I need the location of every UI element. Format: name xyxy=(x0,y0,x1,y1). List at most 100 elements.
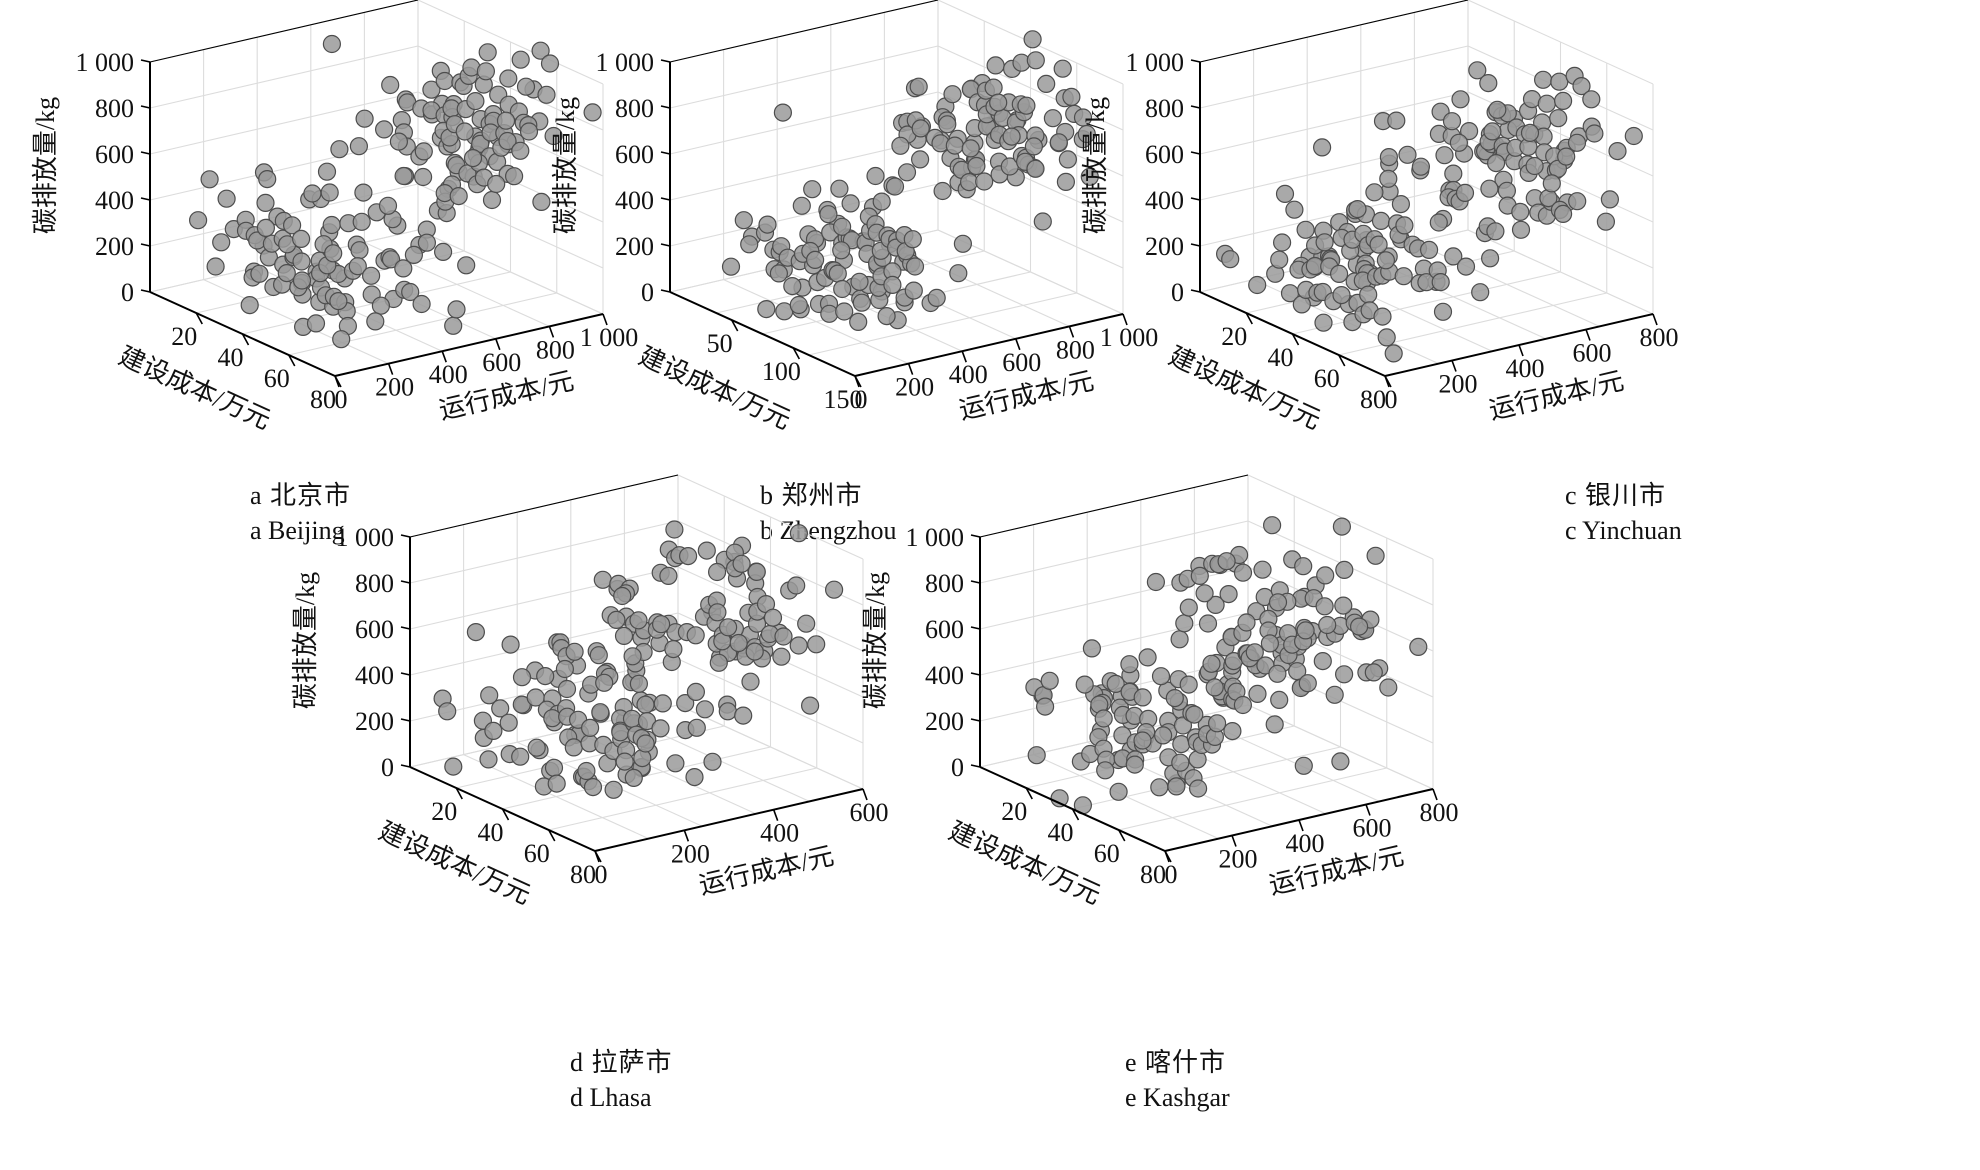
axis-lines xyxy=(660,0,1128,388)
svg-text:0: 0 xyxy=(1385,385,1398,414)
panel-caption-d: d 拉萨市 d Lhasa xyxy=(570,1045,673,1115)
data-points xyxy=(1216,61,1643,363)
svg-text:0: 0 xyxy=(595,860,608,889)
data-points xyxy=(433,520,844,799)
svg-text:200: 200 xyxy=(671,839,710,868)
svg-text:0: 0 xyxy=(951,753,964,782)
axis-lines xyxy=(970,474,1438,863)
plot-panel-e: 0 200 400 600 800 1 000 碳排放量/kg 20 40 60 80 建设成本/万元… xyxy=(861,474,1459,925)
svg-text:200: 200 xyxy=(355,707,394,736)
svg-text:40: 40 xyxy=(218,343,244,372)
svg-text:碳排放量/kg: 碳排放量/kg xyxy=(1081,97,1110,234)
plot-panel-d: 0 200 400 600 800 1 000 碳排放量/kg 20 40 60 80 建设成本/万元… xyxy=(291,474,889,925)
svg-text:800: 800 xyxy=(925,569,964,598)
svg-text:600: 600 xyxy=(1573,339,1612,368)
grid-lines xyxy=(1199,0,1654,377)
svg-text:40: 40 xyxy=(1048,818,1074,847)
panel-caption-en-c: c Yinchuan xyxy=(1565,516,1682,546)
svg-text:0: 0 xyxy=(1165,860,1178,889)
svg-text:200: 200 xyxy=(375,373,414,402)
svg-text:200: 200 xyxy=(1439,370,1478,399)
svg-text:400: 400 xyxy=(1286,829,1325,858)
svg-text:600: 600 xyxy=(925,615,964,644)
svg-text:碳排放量/kg: 碳排放量/kg xyxy=(291,572,320,709)
svg-text:80: 80 xyxy=(310,385,336,414)
panel-caption-cn-a: a 北京市 xyxy=(250,481,352,510)
panel-caption-en-d: d Lhasa xyxy=(570,1083,652,1113)
svg-text:碳排放量/kg: 碳排放量/kg xyxy=(551,97,580,234)
scatter3d-c: 0 200 400 600 800 1 000 碳排放量/kg 20 40 60 80 建设成本/万元… xyxy=(1081,0,1679,435)
svg-text:60: 60 xyxy=(1314,364,1340,393)
axis-lines xyxy=(1190,0,1658,388)
panel-caption-en-e: e Kashgar xyxy=(1125,1083,1230,1113)
svg-text:20: 20 xyxy=(1001,797,1027,826)
svg-text:400: 400 xyxy=(949,360,988,389)
panel-caption-cn-c: c 银川市 xyxy=(1565,481,1667,510)
svg-text:800: 800 xyxy=(536,335,575,364)
svg-text:建设成本/万元: 建设成本/万元 xyxy=(114,341,275,435)
panel-caption-cn-e: e 喀什市 xyxy=(1125,1048,1227,1077)
svg-text:运行成本/元: 运行成本/元 xyxy=(696,841,836,900)
svg-text:1 000: 1 000 xyxy=(1126,48,1185,77)
svg-text:200: 200 xyxy=(1145,232,1184,261)
svg-text:0: 0 xyxy=(381,753,394,782)
svg-text:600: 600 xyxy=(850,798,889,827)
svg-text:1 000: 1 000 xyxy=(906,523,965,552)
svg-text:800: 800 xyxy=(1420,798,1459,827)
panel-caption-cn-d: d 拉萨市 xyxy=(570,1048,673,1077)
panel-caption-en-a: a Beijing xyxy=(250,516,345,546)
data-points xyxy=(1025,516,1428,815)
svg-text:0: 0 xyxy=(641,278,654,307)
svg-text:60: 60 xyxy=(264,364,290,393)
svg-text:40: 40 xyxy=(1268,343,1294,372)
svg-text:80: 80 xyxy=(1360,385,1386,414)
svg-text:400: 400 xyxy=(1145,186,1184,215)
svg-text:600: 600 xyxy=(355,615,394,644)
svg-text:400: 400 xyxy=(760,819,799,848)
svg-text:400: 400 xyxy=(1506,354,1545,383)
svg-text:60: 60 xyxy=(524,839,550,868)
svg-text:建设成本/万元: 建设成本/万元 xyxy=(944,816,1105,910)
svg-text:150: 150 xyxy=(824,385,863,414)
svg-text:800: 800 xyxy=(1145,94,1184,123)
svg-text:80: 80 xyxy=(1140,860,1166,889)
svg-text:0: 0 xyxy=(855,385,868,414)
svg-text:800: 800 xyxy=(355,569,394,598)
svg-text:200: 200 xyxy=(615,232,654,261)
svg-text:建设成本/万元: 建设成本/万元 xyxy=(374,816,535,910)
panel-caption-c: c 银川市 c Yinchuan xyxy=(1565,478,1682,548)
svg-text:80: 80 xyxy=(570,860,596,889)
svg-text:50: 50 xyxy=(707,329,733,358)
scatter3d-d: 0 200 400 600 800 1 000 碳排放量/kg 20 40 60 80 建设成本/万元… xyxy=(291,474,889,910)
data-points xyxy=(721,30,1099,331)
svg-text:600: 600 xyxy=(482,348,521,377)
svg-text:600: 600 xyxy=(1353,814,1392,843)
svg-text:60: 60 xyxy=(1094,839,1120,868)
svg-text:400: 400 xyxy=(615,186,654,215)
svg-text:800: 800 xyxy=(615,94,654,123)
svg-text:1 000: 1 000 xyxy=(596,48,655,77)
scatter3d-e: 0 200 400 600 800 1 000 碳排放量/kg 20 40 60 80 建设成本/万元… xyxy=(861,474,1459,910)
svg-text:碳排放量/kg: 碳排放量/kg xyxy=(31,97,60,234)
plot-panel-b: 0 200 400 600 800 1 000 碳排放量/kg 50 100 150 建设成本/万元… xyxy=(551,0,1158,450)
svg-text:600: 600 xyxy=(615,140,654,169)
svg-text:1 000: 1 000 xyxy=(1100,323,1159,352)
svg-text:100: 100 xyxy=(762,357,801,386)
svg-text:1 000: 1 000 xyxy=(336,523,395,552)
svg-text:建设成本/万元: 建设成本/万元 xyxy=(1164,341,1325,435)
svg-text:600: 600 xyxy=(1002,348,1041,377)
panel-caption-e: e 喀什市 e Kashgar xyxy=(1125,1045,1230,1115)
svg-text:400: 400 xyxy=(95,186,134,215)
panel-caption-a: a 北京市 a Beijing xyxy=(250,478,351,548)
svg-text:800: 800 xyxy=(1640,323,1679,352)
svg-text:200: 200 xyxy=(895,373,934,402)
svg-text:400: 400 xyxy=(925,661,964,690)
svg-text:0: 0 xyxy=(1171,278,1184,307)
svg-text:800: 800 xyxy=(95,94,134,123)
plot-panel-a: 0 200 400 600 800 1 000 碳排放量/kg 20 40 60 80 建设成本/万元… xyxy=(31,0,638,450)
svg-text:600: 600 xyxy=(1145,140,1184,169)
svg-text:200: 200 xyxy=(95,232,134,261)
svg-text:1 000: 1 000 xyxy=(580,323,639,352)
svg-text:20: 20 xyxy=(431,797,457,826)
